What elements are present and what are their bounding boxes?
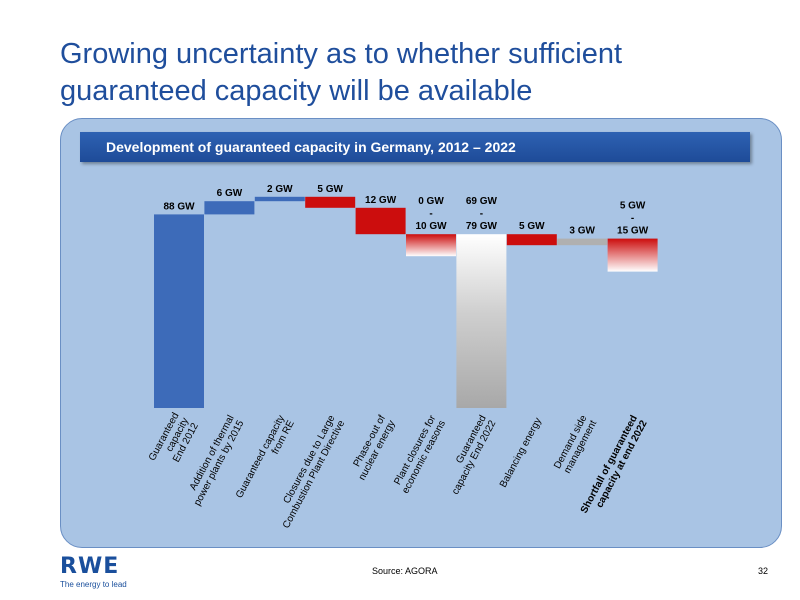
- value-label-10-3: 15 GW: [617, 226, 649, 237]
- page-number: 32: [758, 566, 769, 576]
- value-label-7-1: 69 GW: [466, 196, 498, 207]
- value-label-8-1: 5 GW: [519, 221, 545, 232]
- value-label-6-2: -: [429, 209, 432, 220]
- bar-2: [204, 201, 255, 215]
- value-label-10-1: 5 GW: [620, 201, 646, 212]
- category-label-8-line-1: Balancing energy: [498, 416, 544, 489]
- value-label-2-1: 6 GW: [217, 188, 243, 199]
- value-label-10-2: -: [631, 213, 634, 224]
- value-label-5-1: 12 GW: [365, 195, 397, 206]
- bar-7: [456, 234, 507, 408]
- bar-10: [607, 238, 658, 272]
- slide-title: Growing uncertainty as to whether suffic…: [60, 38, 623, 107]
- category-label-8: Balancing energy: [498, 416, 544, 489]
- source-note: Source: AGORA: [372, 566, 438, 576]
- bar-1: [154, 214, 204, 408]
- value-label-6-1: 0 GW: [418, 196, 444, 207]
- bar-3: [254, 196, 305, 202]
- value-label-7-3: 79 GW: [466, 221, 498, 232]
- bar-9: [557, 238, 608, 246]
- chart-title: Development of guaranteed capacity in Ge…: [80, 132, 750, 162]
- value-label-6-3: 10 GW: [415, 221, 447, 232]
- bar-4: [305, 196, 356, 208]
- value-label-7-2: -: [480, 209, 483, 220]
- value-label-4-1: 5 GW: [317, 184, 343, 195]
- value-label-1-1: 88 GW: [163, 201, 195, 212]
- logo-tagline: The energy to lead: [60, 580, 127, 589]
- rwe-logo: RWE The energy to lead: [60, 554, 127, 590]
- category-label-4-line-2: Combustion Plant Directive: [281, 418, 348, 530]
- value-label-9-1: 3 GW: [569, 226, 595, 237]
- value-label-3-1: 2 GW: [267, 184, 293, 195]
- bar-5: [355, 207, 406, 235]
- bar-6: [406, 234, 456, 257]
- logo-wordmark: RWE: [60, 554, 120, 579]
- bar-8: [506, 234, 557, 246]
